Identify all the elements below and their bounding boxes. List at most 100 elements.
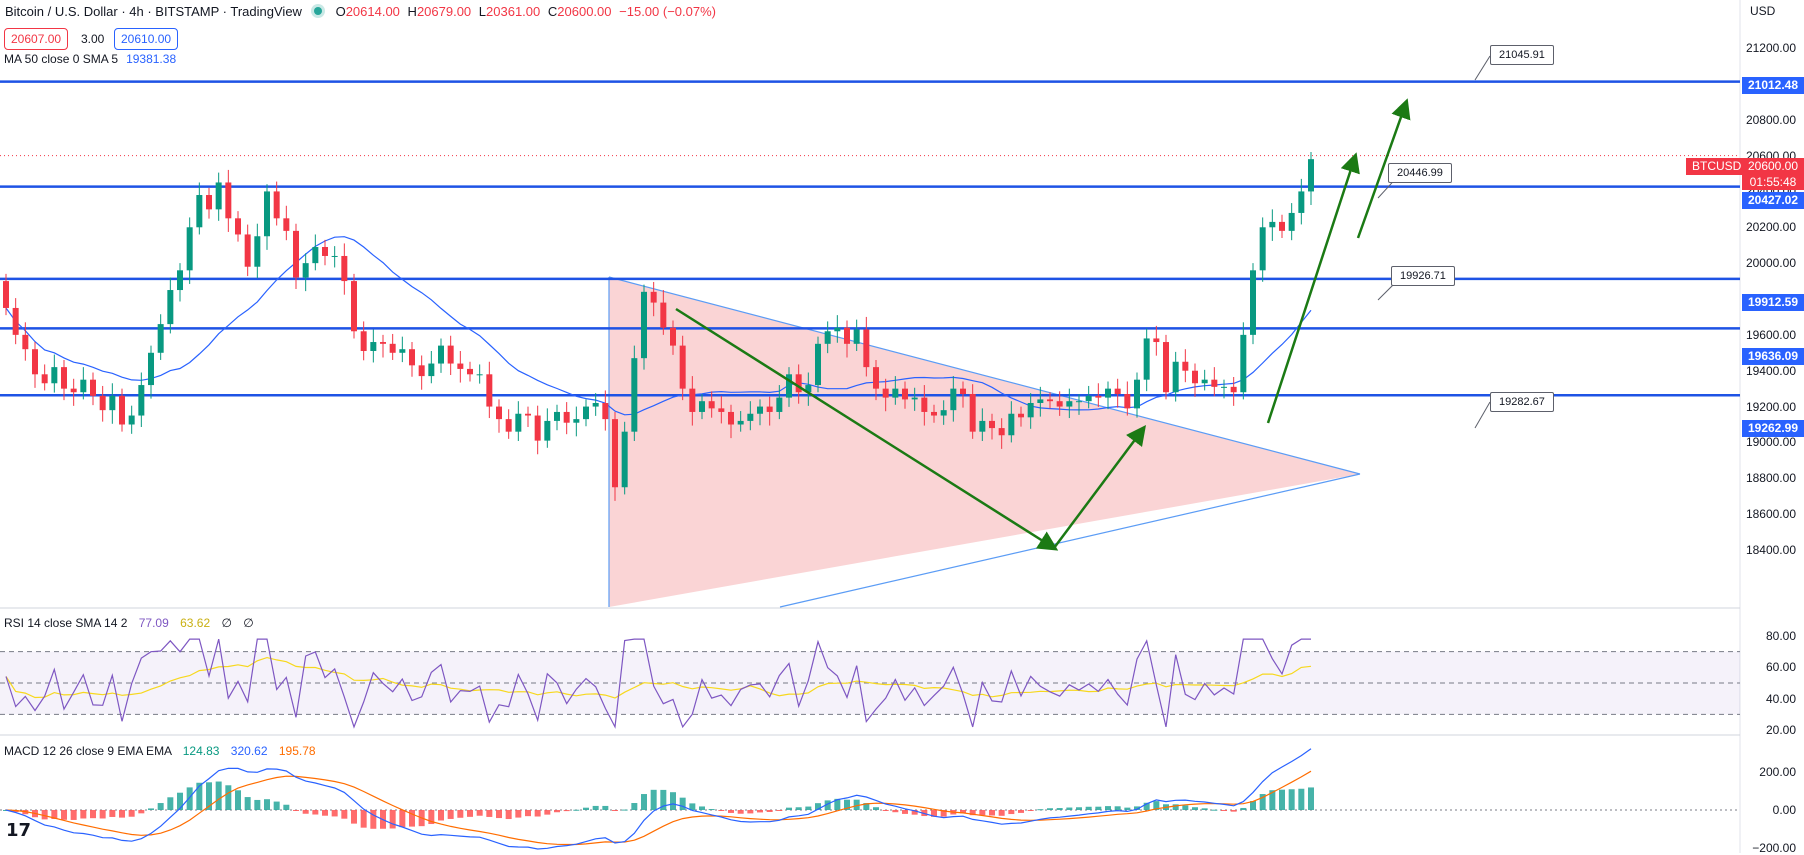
- candle: [757, 399, 763, 426]
- macd-hist-bar: [863, 803, 870, 810]
- buy-price-button[interactable]: 20610.00: [114, 28, 179, 50]
- macd-hist-bar: [409, 810, 415, 827]
- candle: [563, 402, 570, 435]
- macd-hist-bar: [805, 806, 812, 810]
- candle-body: [370, 342, 377, 351]
- candle-body: [950, 388, 957, 411]
- candle: [1095, 383, 1102, 407]
- macd-hist-bar: [989, 810, 995, 816]
- macd-hist-bar: [61, 810, 67, 820]
- candle: [1201, 369, 1208, 391]
- candle: [882, 378, 889, 412]
- macd-hist-bar: [583, 807, 589, 810]
- price-tick: 20000.00: [1745, 256, 1796, 271]
- currency-label[interactable]: USD: [1750, 4, 1776, 18]
- candle: [157, 314, 164, 360]
- macd-hist-bar: [960, 810, 966, 814]
- tradingview-logo-icon[interactable]: 17: [6, 820, 32, 841]
- candle-body: [1095, 395, 1102, 398]
- macd-hist-bar: [1143, 802, 1150, 810]
- candle-body: [1047, 399, 1053, 402]
- symbol-title[interactable]: Bitcoin / U.S. Dollar · 4h · BITSTAMP · …: [5, 4, 302, 19]
- candle-body: [1259, 227, 1266, 271]
- macd-hist-bar: [573, 809, 580, 811]
- candle-body: [196, 195, 203, 228]
- price-axis[interactable]: 21200.0021000.0020800.0020600.0020400.00…: [1740, 0, 1804, 855]
- candle-body: [1008, 413, 1015, 436]
- macd-hist-bar: [824, 800, 831, 810]
- macd-hist-bar: [873, 807, 879, 810]
- candle-body: [225, 182, 232, 219]
- candle-body: [1201, 379, 1208, 384]
- candle: [447, 335, 454, 376]
- candle: [1114, 378, 1121, 408]
- candle: [80, 367, 87, 400]
- candle-body: [206, 195, 212, 210]
- candle-body: [51, 367, 58, 384]
- macd-hist-bar: [206, 782, 212, 810]
- sell-price-button[interactable]: 20607.00: [4, 28, 69, 50]
- triangle-pattern: [608, 276, 1361, 608]
- macd-hist-bar: [322, 810, 328, 816]
- macd-hist-bar: [699, 806, 705, 810]
- candle-body: [563, 411, 570, 423]
- candle: [844, 320, 850, 358]
- candle-body: [70, 388, 77, 393]
- candle-body: [699, 401, 705, 412]
- candle: [583, 399, 589, 427]
- trend-arrows[interactable]: [675, 98, 1411, 551]
- macd-hist-bar: [360, 810, 367, 828]
- macd-hist-bar: [157, 803, 164, 810]
- last-price-tag: 20600.00 01:55:48: [1742, 158, 1804, 190]
- candle: [853, 319, 860, 351]
- candle: [418, 355, 425, 390]
- candle-body: [157, 324, 164, 353]
- candle: [1240, 322, 1247, 400]
- candle-body: [457, 363, 464, 369]
- candle-body: [1288, 212, 1295, 231]
- macd-hist-bar: [650, 789, 657, 810]
- candle-body: [254, 236, 261, 267]
- macd-hist-bar: [331, 810, 338, 817]
- candle: [1221, 379, 1227, 399]
- candle: [1018, 406, 1024, 427]
- ohlc-change: −15.00 (−0.07%): [619, 4, 716, 19]
- macd-hist-bar: [844, 799, 850, 810]
- candle: [708, 391, 715, 418]
- candle-body: [360, 331, 367, 351]
- candle: [1066, 388, 1073, 419]
- macd-hist-bar: [51, 810, 58, 819]
- macd-legend[interactable]: MACD 12 26 close 9 EMA EMA 124.83 320.62…: [4, 744, 316, 758]
- candle-body: [544, 420, 551, 441]
- price-tick: 19600.00: [1745, 327, 1796, 342]
- macd-hist-bar: [718, 810, 725, 811]
- price-tick: 18600.00: [1745, 507, 1796, 522]
- candle-body: [1027, 402, 1034, 418]
- candle-body: [99, 395, 106, 411]
- candle: [1288, 203, 1295, 241]
- candle: [776, 385, 783, 420]
- rsi-pane: [0, 638, 1740, 729]
- level-callout-1[interactable]: 21045.91: [1490, 45, 1554, 65]
- price-tick: 18800.00: [1745, 471, 1796, 486]
- candle-body: [293, 230, 299, 278]
- candle-body: [322, 247, 328, 256]
- rsi-legend[interactable]: RSI 14 close SMA 14 2 77.09 63.62 ∅ ∅: [4, 616, 254, 630]
- candle: [370, 329, 377, 363]
- candle: [322, 239, 328, 266]
- macd-hist-bar: [554, 810, 560, 813]
- macd-hist-bar: [293, 810, 299, 811]
- candle-body: [631, 358, 638, 432]
- candle-body: [1076, 401, 1082, 403]
- macd-hist-bar: [602, 805, 609, 810]
- level-callout-2[interactable]: 20446.99: [1388, 163, 1452, 183]
- candle-body: [602, 402, 609, 420]
- macd-hist-bar: [215, 781, 222, 810]
- ma-legend[interactable]: MA 50 close 0 SMA 5 19381.38: [4, 52, 176, 66]
- level-callout-3[interactable]: 19926.71: [1391, 266, 1455, 286]
- candle-body: [90, 379, 96, 396]
- candles: [3, 151, 1314, 501]
- level-callout-5[interactable]: 19282.67: [1490, 392, 1554, 412]
- price-tick: 19000.00: [1745, 435, 1796, 450]
